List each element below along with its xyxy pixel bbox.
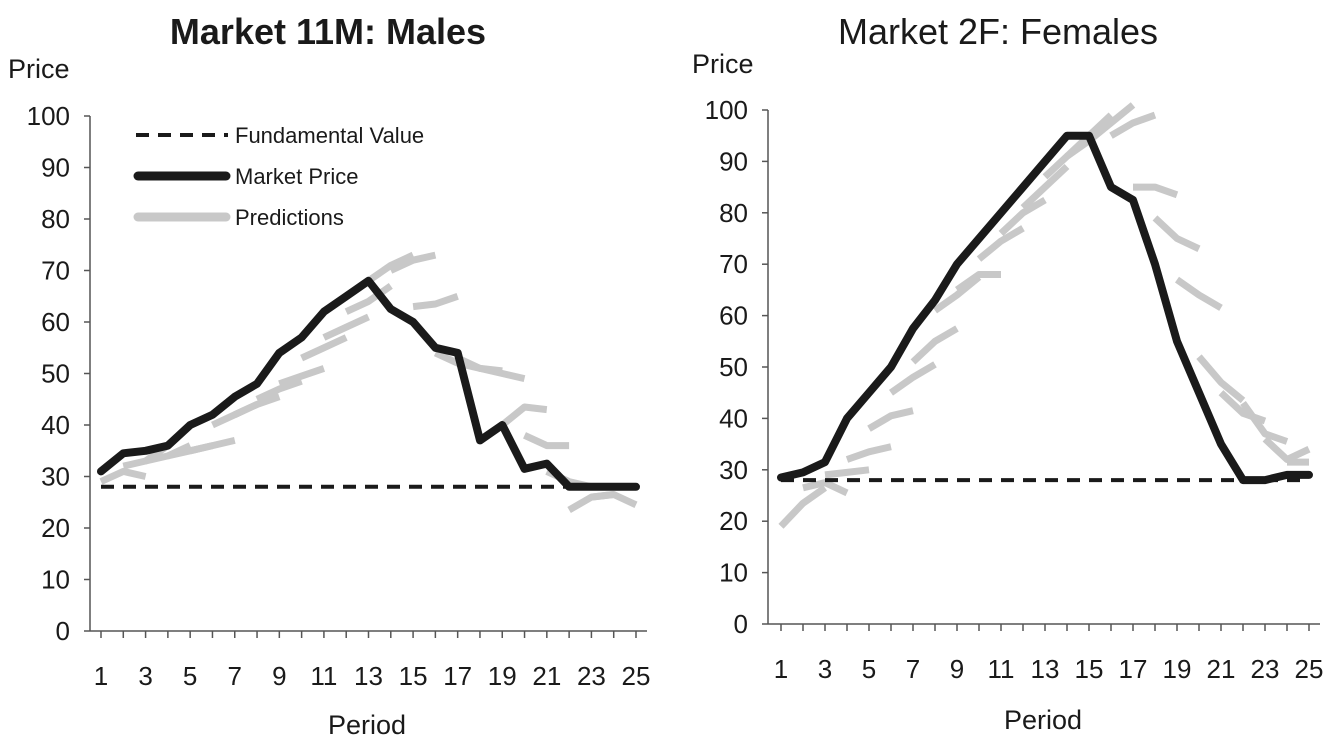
- x-tick-label: 19: [1163, 654, 1192, 684]
- x-tick-label: 1: [774, 654, 788, 684]
- y-tick-label: 20: [41, 513, 70, 543]
- x-tick-label: 9: [272, 661, 286, 691]
- market-price-line: [97, 276, 640, 491]
- x-tick-label: 11: [310, 661, 337, 691]
- prediction-line: [99, 467, 147, 485]
- y-tick-label: 90: [719, 146, 748, 176]
- prediction-line: [998, 196, 1047, 236]
- prediction-line: [1152, 215, 1201, 252]
- y-tick-label: 80: [719, 198, 748, 228]
- prediction-line: [1174, 276, 1223, 311]
- prediction-line: [1020, 163, 1070, 211]
- prediction-line: [189, 436, 236, 455]
- prediction-line: [412, 292, 459, 311]
- legend-label: Predictions: [235, 205, 344, 230]
- x-tick-label: 21: [532, 661, 561, 691]
- chart-title: Market 2F: Females: [838, 11, 1158, 52]
- x-tick-label: 25: [1295, 654, 1324, 684]
- prediction-line: [389, 251, 437, 274]
- prediction-line: [888, 361, 937, 396]
- prediction-line: [1109, 111, 1157, 139]
- x-tick-label: 9: [950, 654, 964, 684]
- prediction-line: [523, 432, 570, 450]
- x-tick-label: 7: [906, 654, 920, 684]
- y-axis-title: Price: [692, 49, 754, 79]
- prediction-line: [867, 407, 914, 432]
- prediction-line: [278, 365, 326, 388]
- x-tick-label: 13: [354, 661, 383, 691]
- legend: Fundamental Value Market Price Predictio…: [133, 123, 424, 230]
- market-price-line: [777, 131, 1313, 485]
- x-axis-title: Period: [328, 710, 406, 740]
- x-tick-label: 21: [1207, 654, 1236, 684]
- prediction-line: [1196, 354, 1246, 404]
- x-tick-label: 17: [443, 661, 472, 691]
- y-tick-label: 20: [719, 506, 748, 536]
- y-tick-label: 50: [719, 352, 748, 382]
- y-tick-label: 80: [41, 204, 70, 234]
- y-tick-label: 40: [719, 403, 748, 433]
- prediction-line: [954, 271, 1001, 293]
- prediction-line: [300, 334, 348, 362]
- prediction-line: [1240, 400, 1289, 445]
- y-tick-label: 90: [41, 153, 70, 183]
- y-tick-label: 60: [719, 301, 748, 331]
- x-tick-label: 23: [577, 661, 606, 691]
- prediction-line: [322, 313, 370, 341]
- prediction-line: [255, 377, 303, 403]
- chart-title: Market 11M: Males: [170, 11, 486, 52]
- x-tick-label: 3: [818, 654, 832, 684]
- x-tick-label: 23: [1251, 654, 1280, 684]
- legend-label: Market Price: [235, 164, 358, 189]
- prediction-line: [500, 403, 548, 428]
- x-tick-label: 25: [622, 661, 651, 691]
- prediction-line: [802, 479, 849, 497]
- prediction-line: [976, 225, 1025, 262]
- prediction-line: [366, 251, 415, 284]
- prediction-line: [590, 491, 638, 508]
- prediction-line: [1262, 436, 1311, 463]
- x-tick-label: 19: [488, 661, 517, 691]
- y-tick-label: 30: [719, 455, 748, 485]
- y-tick-label: 70: [719, 249, 748, 279]
- y-tick-label: 30: [41, 462, 70, 492]
- x-tick-label: 15: [1075, 654, 1104, 684]
- x-tick-label: 3: [138, 661, 152, 691]
- y-tick-label: 100: [705, 95, 748, 125]
- x-tick-label: 7: [228, 661, 242, 691]
- y-tick-label: 10: [41, 565, 70, 595]
- x-tick-label: 13: [1031, 654, 1060, 684]
- x-tick-label: 5: [183, 661, 197, 691]
- x-tick-label: 1: [94, 661, 108, 691]
- prediction-line: [1133, 183, 1179, 199]
- y-axis-title: Price: [8, 54, 70, 84]
- prediction-line: [845, 443, 892, 463]
- x-tick-label: 17: [1119, 654, 1148, 684]
- legend-label: Fundamental Value: [235, 123, 424, 148]
- x-tick-label: 15: [399, 661, 428, 691]
- y-tick-label: 10: [719, 558, 748, 588]
- x-tick-label: 5: [862, 654, 876, 684]
- prediction-line: [824, 466, 870, 479]
- x-tick-label: 11: [988, 654, 1015, 684]
- y-tick-label: 60: [41, 307, 70, 337]
- x-axis-title: Period: [1004, 705, 1082, 735]
- y-tick-label: 0: [734, 609, 748, 639]
- prediction-line: [778, 484, 828, 529]
- y-tick-label: 50: [41, 359, 70, 389]
- y-tick-label: 40: [41, 410, 70, 440]
- prediction-line: [479, 364, 526, 383]
- prediction-line: [910, 325, 959, 365]
- y-tick-label: 70: [41, 256, 70, 286]
- y-tick-label: 100: [27, 101, 70, 131]
- y-tick-label: 0: [56, 616, 70, 646]
- prediction-line: [1086, 102, 1136, 144]
- prediction-line: [233, 393, 281, 418]
- prediction-line: [344, 283, 393, 315]
